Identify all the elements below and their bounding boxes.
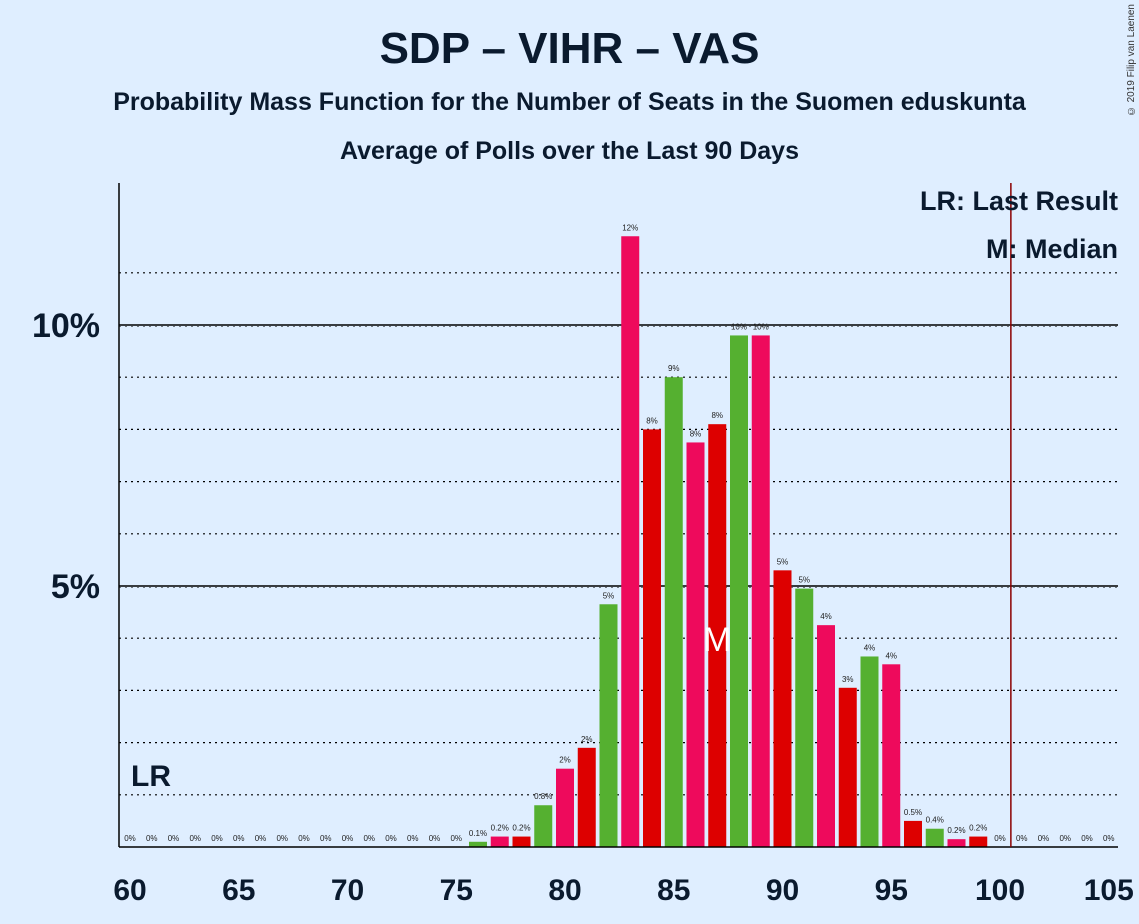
legend-last-result: LR: Last Result xyxy=(920,186,1118,216)
x-tick-label: 85 xyxy=(657,874,690,907)
bar-label-seat-85: 9% xyxy=(668,364,680,373)
bar-label-seat-81: 2% xyxy=(581,735,593,744)
bar-seat-84 xyxy=(643,429,661,847)
x-tick-label: 100 xyxy=(975,874,1025,907)
bar-seat-94 xyxy=(860,656,879,847)
x-tick-label: 105 xyxy=(1084,874,1134,907)
bar-seat-99 xyxy=(969,836,988,847)
x-tick-label: 80 xyxy=(548,874,581,907)
x-tick-label: 65 xyxy=(222,874,255,907)
bar-seat-88 xyxy=(730,335,748,847)
bar-label-seat-69: 0% xyxy=(320,834,332,843)
bar-label-seat-105: 0% xyxy=(1103,834,1115,843)
bar-label-seat-67: 0% xyxy=(276,834,288,843)
bar-label-seat-97: 0.4% xyxy=(926,816,944,825)
bar-label-seat-79: 0.8% xyxy=(534,792,552,801)
bar-label-seat-66: 0% xyxy=(255,834,267,843)
bar-seat-76 xyxy=(469,841,487,847)
x-tick-label: 70 xyxy=(331,874,364,907)
overlay-group: LR M LR: Last Result M: Median xyxy=(131,183,1118,847)
median-marker: M xyxy=(703,621,731,659)
bar-seat-82 xyxy=(599,604,618,847)
bar-label-seat-75: 0% xyxy=(450,834,462,843)
x-tick-label: 60 xyxy=(113,874,146,907)
bar-label-seat-89: 10% xyxy=(753,322,769,331)
x-tick-label: 95 xyxy=(875,874,908,907)
bar-label-seat-101: 0% xyxy=(1016,834,1028,843)
bar-label-seat-82: 5% xyxy=(603,591,615,600)
axes-group xyxy=(118,183,1118,848)
bar-label-seat-73: 0% xyxy=(407,834,419,843)
bar-seat-78 xyxy=(512,836,531,847)
bar-label-seat-104: 0% xyxy=(1081,834,1093,843)
bar-label-seat-74: 0% xyxy=(429,834,441,843)
bar-seat-83 xyxy=(621,236,640,847)
bar-label-seat-80: 2% xyxy=(559,756,571,765)
bar-label-seat-92: 4% xyxy=(820,612,832,621)
bar-seat-85 xyxy=(664,377,683,847)
tick-labels-group: 60 65 70 75 80 85 90 95 100 105 5% 10% xyxy=(32,307,1134,907)
bar-seat-87 xyxy=(708,424,727,847)
bar-label-seat-64: 0% xyxy=(211,834,223,843)
bar-seat-92 xyxy=(817,625,835,847)
bar-label-seat-93: 3% xyxy=(842,675,854,684)
bar-label-seat-71: 0% xyxy=(363,834,375,843)
bar-label-seat-102: 0% xyxy=(1038,834,1050,843)
bar-label-seat-99: 0.2% xyxy=(969,824,987,833)
bar-label-seat-78: 0.2% xyxy=(512,824,530,833)
bars-group xyxy=(469,236,988,847)
bar-label-seat-84: 8% xyxy=(646,416,658,425)
bar-label-seat-68: 0% xyxy=(298,834,310,843)
bar-seat-90 xyxy=(773,570,792,847)
chart-subtitle-period: Average of Polls over the Last 90 Days xyxy=(340,137,799,165)
y-tick-label: 10% xyxy=(32,307,100,345)
bar-seat-93 xyxy=(838,687,857,847)
bar-seat-81 xyxy=(577,747,596,847)
bar-label-seat-63: 0% xyxy=(189,834,201,843)
bar-label-seat-96: 0.5% xyxy=(904,808,922,817)
bar-label-seat-100: 0% xyxy=(994,834,1006,843)
legend-median: M: Median xyxy=(986,234,1118,264)
bar-labels-group: 0% 0% 0% 0% 0% 0% 0% 0% 0% 0% 0% 0% 0% 0% 0% 0% 0.1% 0.2%… xyxy=(124,223,1114,843)
bar-seat-86 xyxy=(686,442,705,847)
bar-label-seat-87: 8% xyxy=(711,411,723,420)
bar-label-seat-98: 0.2% xyxy=(947,826,965,835)
bar-label-seat-60: 0% xyxy=(124,834,136,843)
last-result-label: LR xyxy=(131,760,171,793)
y-tick-label: 5% xyxy=(51,568,100,606)
bar-label-seat-95: 4% xyxy=(885,651,897,660)
chart-subtitle: Probability Mass Function for the Number… xyxy=(113,88,1026,116)
bar-label-seat-77: 0.2% xyxy=(491,824,509,833)
bar-seat-77 xyxy=(490,836,509,847)
bar-label-seat-62: 0% xyxy=(168,834,180,843)
bar-label-seat-76: 0.1% xyxy=(469,829,487,838)
bar-seat-95 xyxy=(882,664,901,847)
bar-label-seat-83: 12% xyxy=(622,223,638,232)
x-tick-label: 90 xyxy=(766,874,799,907)
bar-seat-96 xyxy=(904,820,922,847)
bar-label-seat-70: 0% xyxy=(342,834,354,843)
bar-seat-89 xyxy=(751,335,770,847)
bar-label-seat-90: 5% xyxy=(777,557,789,566)
bar-seat-98 xyxy=(947,839,966,847)
bar-label-seat-86: 8% xyxy=(690,429,702,438)
bar-label-seat-61: 0% xyxy=(146,834,158,843)
bar-seat-79 xyxy=(534,805,553,847)
bar-seat-91 xyxy=(795,588,814,847)
bar-label-seat-88: 10% xyxy=(731,322,747,331)
chart-title: SDP – VIHR – VAS xyxy=(379,24,760,73)
x-tick-label: 75 xyxy=(440,874,473,907)
bar-label-seat-103: 0% xyxy=(1059,834,1071,843)
bar-label-seat-72: 0% xyxy=(385,834,397,843)
bar-seat-80 xyxy=(556,768,574,847)
grid-lines xyxy=(119,272,1118,796)
bar-label-seat-91: 5% xyxy=(798,576,810,585)
bar-label-seat-65: 0% xyxy=(233,834,245,843)
bar-seat-97 xyxy=(925,828,944,847)
bar-label-seat-94: 4% xyxy=(864,643,876,652)
